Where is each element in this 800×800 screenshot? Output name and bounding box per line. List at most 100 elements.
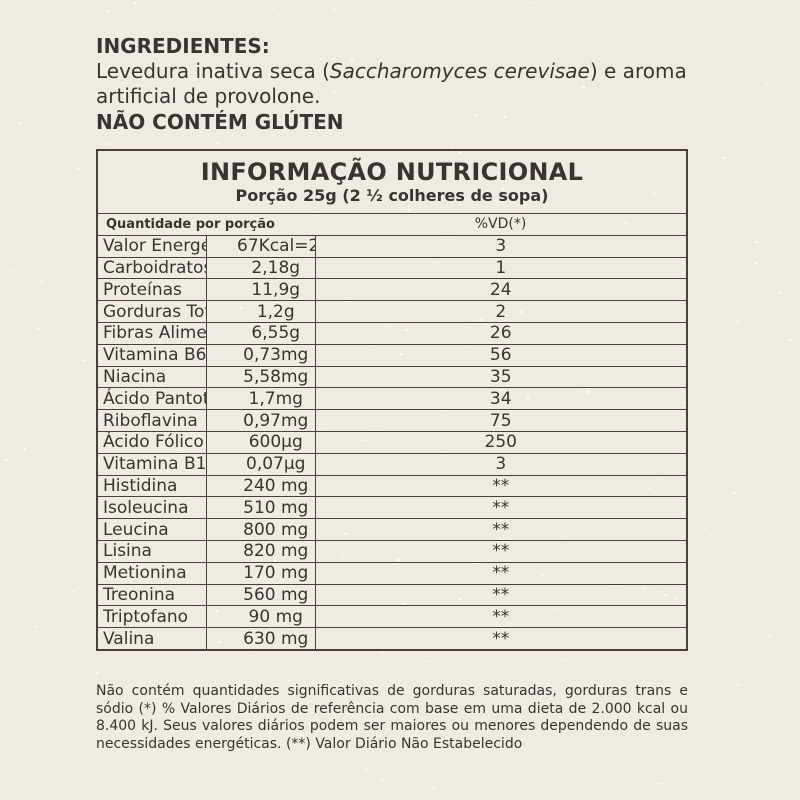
- texture-speck: [407, 209, 411, 211]
- texture-speck: [216, 764, 218, 765]
- nutrient-amount: 67Kcal=281kJ: [206, 234, 316, 258]
- texture-speck: [723, 599, 724, 600]
- texture-speck: [584, 741, 585, 743]
- nutrition-facts-panel: INFORMAÇÃO NUTRICIONAL Porção 25g (2 ½ c…: [96, 149, 688, 651]
- texture-speck: [567, 694, 569, 696]
- nutrient-amount: 11,9g: [206, 278, 316, 301]
- nutrient-name: Ácido Pantotênico: [98, 387, 207, 410]
- texture-speck: [701, 102, 702, 103]
- nutrient-vd: **: [315, 539, 686, 563]
- texture-speck: [308, 198, 310, 200]
- nutrient-name: Valina: [98, 627, 207, 649]
- nutrient-name: Vitamina B12: [98, 452, 207, 476]
- texture-speck: [160, 745, 163, 747]
- texture-speck: [15, 270, 16, 272]
- footnote: Não contém quantidades significativas de…: [96, 683, 688, 752]
- nutrient-amount: 0,73mg: [206, 343, 316, 367]
- texture-speck: [278, 700, 281, 701]
- table-row: Niacina 5,58mg 35: [98, 365, 686, 388]
- texture-speck: [427, 671, 429, 673]
- texture-speck: [15, 246, 18, 247]
- texture-speck: [523, 60, 525, 61]
- texture-speck: [210, 188, 213, 189]
- texture-speck: [534, 125, 537, 126]
- texture-speck: [496, 68, 498, 69]
- texture-speck: [233, 98, 234, 99]
- texture-speck: [520, 6, 521, 7]
- texture-speck: [89, 261, 90, 262]
- texture-speck: [523, 695, 524, 696]
- texture-speck: [529, 2, 531, 3]
- texture-speck: [770, 711, 771, 712]
- nutrient-amount: 630 mg: [206, 627, 316, 649]
- texture-speck: [315, 695, 318, 697]
- texture-speck: [652, 193, 656, 194]
- nutrient-amount: 1,2g: [206, 300, 316, 323]
- nutrient-amount: 600µg: [206, 430, 316, 454]
- nutrient-vd: 26: [315, 321, 686, 345]
- table-row: Valor Energético67Kcal=281kJ3: [98, 234, 686, 258]
- texture-speck: [779, 4, 780, 6]
- nutrition-title: INFORMAÇÃO NUTRICIONAL: [200, 158, 584, 186]
- table-row: Triptofano 90 mg **: [98, 605, 686, 628]
- nutrient-amount: 510 mg: [206, 496, 316, 519]
- texture-speck: [512, 747, 513, 749]
- texture-speck: [722, 157, 726, 159]
- texture-speck: [779, 292, 782, 294]
- texture-speck: [270, 83, 273, 84]
- nutrient-vd: **: [315, 583, 686, 606]
- table-row: Histidina 240 mg **: [98, 474, 686, 497]
- texture-speck: [108, 178, 110, 179]
- texture-speck: [408, 720, 412, 721]
- texture-speck: [385, 199, 387, 201]
- texture-speck: [85, 395, 87, 396]
- texture-speck: [493, 79, 494, 80]
- nutrient-name: Valor Energético: [98, 234, 207, 258]
- texture-speck: [349, 667, 351, 668]
- texture-speck: [118, 133, 120, 134]
- texture-speck: [524, 122, 527, 123]
- nutrient-vd: 34: [315, 387, 686, 410]
- texture-speck: [212, 761, 213, 762]
- texture-speck: [760, 258, 762, 259]
- texture-speck: [380, 779, 384, 780]
- texture-speck: [302, 72, 305, 73]
- texture-speck: [37, 328, 40, 330]
- texture-speck: [10, 195, 11, 196]
- nutrition-table: Quantidade por porção %VD(*) Valor Energ…: [98, 213, 686, 649]
- texture-speck: [219, 740, 222, 742]
- texture-speck: [774, 227, 775, 228]
- table-row: Valina 630 mg **: [98, 627, 686, 649]
- texture-speck: [235, 163, 236, 165]
- texture-speck: [263, 21, 264, 23]
- nutrient-vd: 3: [315, 452, 686, 476]
- texture-speck: [560, 11, 561, 12]
- texture-speck: [72, 591, 75, 592]
- texture-speck: [503, 116, 507, 118]
- nutrient-amount: 820 mg: [206, 539, 316, 563]
- nutrient-name: Triptofano: [98, 605, 207, 628]
- texture-speck: [427, 661, 431, 662]
- texture-speck: [19, 273, 22, 274]
- texture-speck: [61, 701, 62, 702]
- nutrient-amount: 5,58mg: [206, 365, 316, 388]
- texture-speck: [76, 168, 80, 169]
- nutrient-amount: 170 mg: [206, 561, 316, 585]
- texture-speck: [19, 122, 22, 124]
- texture-speck: [140, 39, 144, 41]
- nutrient-vd: 24: [315, 278, 686, 301]
- texture-speck: [341, 732, 342, 733]
- texture-speck: [756, 601, 757, 602]
- texture-speck: [105, 143, 109, 145]
- texture-speck: [148, 681, 151, 683]
- texture-speck: [459, 152, 462, 154]
- texture-speck: [135, 784, 137, 785]
- texture-speck: [222, 37, 226, 38]
- texture-speck: [561, 660, 565, 661]
- texture-speck: [775, 141, 776, 142]
- texture-speck: [34, 626, 38, 627]
- nutrient-name: Riboflavina: [98, 409, 207, 432]
- texture-speck: [676, 24, 677, 26]
- texture-speck: [690, 329, 692, 331]
